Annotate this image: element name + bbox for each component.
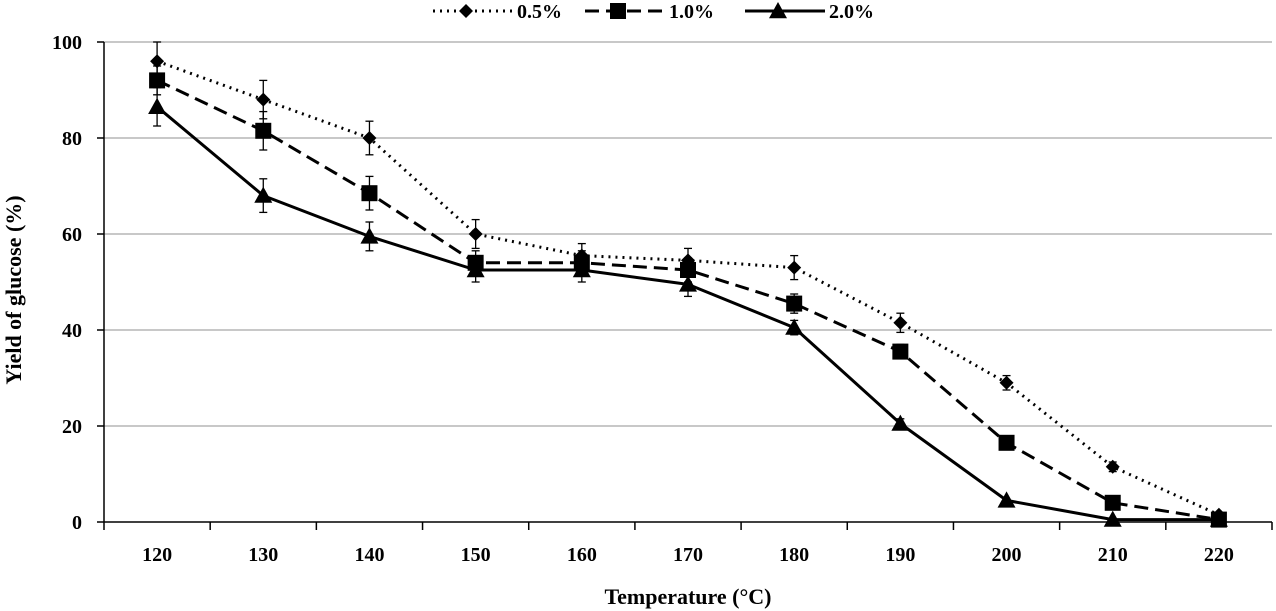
data-point (1105, 459, 1120, 474)
data-point (998, 434, 1015, 451)
legend-label: 2.0% (829, 1, 874, 23)
data-point (148, 97, 167, 114)
data-point (679, 275, 697, 292)
axes: 0 20 40 60 80 100 120 130 140 150 160 170 180 190 200 2… (52, 32, 1273, 566)
data-point (891, 414, 910, 431)
legend-marker (769, 2, 787, 19)
data-point (892, 343, 909, 360)
data-point (468, 227, 483, 241)
x-tick-label: 120 (142, 544, 172, 566)
data-point (1104, 494, 1121, 511)
x-tick-label: 140 (354, 544, 384, 566)
data-point (466, 261, 485, 278)
x-tick-label: 170 (673, 544, 703, 566)
series-layer (148, 41, 1228, 528)
data-point (893, 315, 908, 330)
data-point (785, 318, 804, 335)
x-tick-label: 190 (885, 544, 915, 566)
legend-label: 1.0% (669, 1, 714, 23)
x-tick-label: 160 (567, 544, 597, 566)
x-tick-label: 130 (248, 544, 278, 566)
data-point (1209, 510, 1228, 527)
data-point (787, 260, 802, 275)
y-tick-label: 0 (72, 512, 82, 534)
x-tick-label: 210 (1098, 544, 1128, 566)
data-point (572, 261, 591, 278)
data-point (1103, 510, 1122, 527)
legend-label: 0.5% (517, 1, 562, 23)
data-point (254, 186, 273, 203)
data-point (360, 227, 379, 244)
series-line (156, 79, 1220, 522)
data-point (150, 54, 165, 69)
y-tick-label: 40 (62, 320, 82, 342)
gridlines (104, 41, 1272, 427)
data-point (680, 262, 696, 278)
data-point (999, 375, 1014, 390)
data-point (786, 295, 803, 312)
x-tick-label: 180 (779, 544, 809, 566)
x-axis-title: Temperature (°C) (604, 584, 771, 609)
y-tick-label: 60 (62, 224, 82, 246)
legend: 0.5% 1.0% 2.0% (433, 1, 874, 23)
y-tick-label: 80 (62, 128, 82, 150)
x-tick-label: 220 (1204, 544, 1234, 566)
series-line (156, 105, 1219, 522)
data-point (149, 72, 166, 89)
data-point (256, 92, 271, 107)
data-point (361, 185, 378, 202)
x-tick-label: 150 (461, 544, 491, 566)
y-tick-label: 20 (62, 416, 82, 438)
legend-marker (610, 3, 626, 19)
series-3 (148, 86, 1228, 527)
data-point (362, 131, 377, 145)
y-axis-title: Yield of glucose (%) (1, 195, 26, 384)
data-point (255, 122, 272, 139)
y-tick-label: 100 (52, 32, 82, 54)
legend-marker (459, 4, 473, 18)
data-point (997, 491, 1016, 508)
x-tick-label: 200 (992, 544, 1022, 566)
